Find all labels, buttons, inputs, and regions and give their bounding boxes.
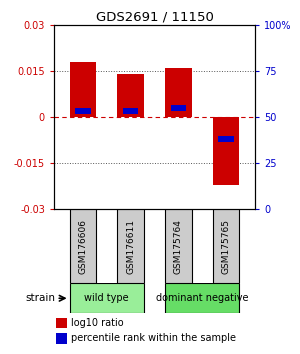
Bar (70, 62, 96, 117)
Bar (170, 105, 186, 111)
Bar (165, 68, 192, 117)
Bar (70, 209, 96, 283)
Text: GSM176606: GSM176606 (78, 219, 87, 274)
Text: percentile rank within the sample: percentile rank within the sample (71, 333, 236, 343)
Bar (213, 117, 239, 185)
Text: GSM175764: GSM175764 (174, 219, 183, 274)
Bar (218, 136, 234, 142)
Bar (165, 209, 192, 283)
Bar (56, 333, 67, 344)
Bar (56, 318, 67, 329)
Bar (70, 283, 144, 313)
Bar (117, 74, 144, 117)
Title: GDS2691 / 11150: GDS2691 / 11150 (96, 11, 213, 24)
Bar (75, 108, 91, 114)
Text: strain: strain (25, 293, 55, 303)
Bar (213, 209, 239, 283)
Bar (165, 283, 239, 313)
Bar (117, 209, 144, 283)
Bar (123, 108, 139, 114)
Text: log10 ratio: log10 ratio (71, 318, 124, 328)
Text: wild type: wild type (84, 293, 129, 303)
Text: dominant negative: dominant negative (156, 293, 249, 303)
Text: GSM175765: GSM175765 (222, 219, 231, 274)
Text: GSM176611: GSM176611 (126, 219, 135, 274)
